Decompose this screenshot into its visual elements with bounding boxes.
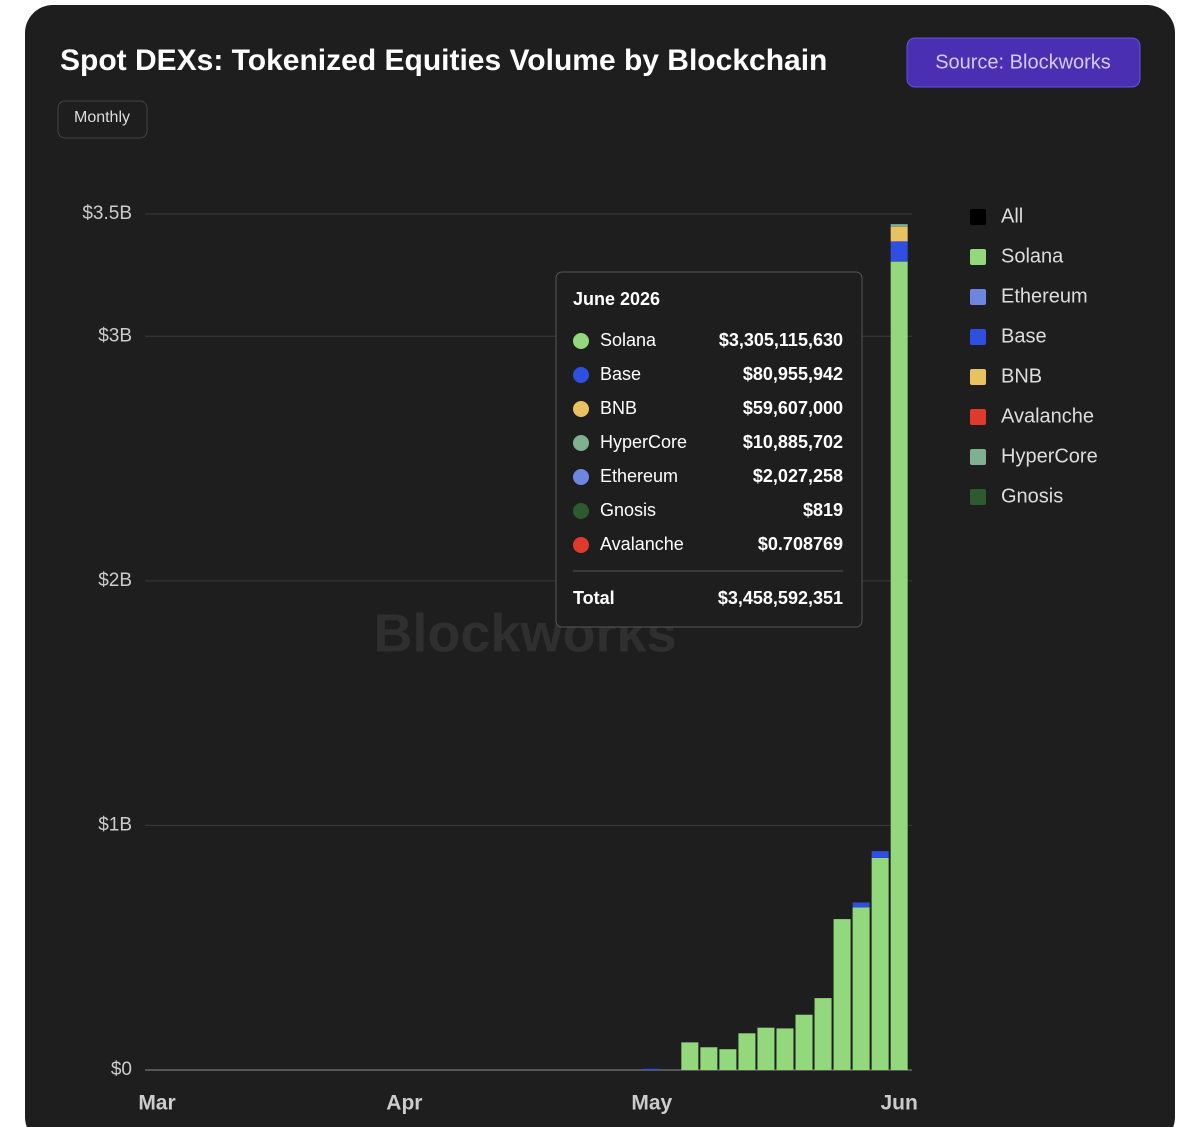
tooltip-series-name: Ethereum [600,466,678,486]
bar-segment [643,1068,661,1070]
y-tick-label: $2B [98,570,132,591]
tooltip: June 2026 Total $3,458,592,351 Solana $3,… [555,271,863,628]
legend-swatch [970,249,986,265]
bar-segment [681,1042,699,1070]
bar-segment [776,1028,794,1070]
legend-swatch [970,329,986,345]
x-tick-label: Apr [386,1092,422,1115]
source-button-label[interactable]: Source: Blockworks [935,51,1111,73]
bar-segment [871,857,889,1070]
y-tick-label: $3B [98,325,132,346]
bar-segment [890,261,908,1070]
plot: $0 $1B $2B $3B $3.5B Mar Apr May Jun [82,203,917,1115]
legend-label: Gnosis [1001,485,1063,507]
bar-segment [795,1014,813,1070]
interval-button-label[interactable]: Monthly [74,109,130,126]
legend-label: BNB [1001,365,1042,387]
bar-segment [852,907,870,1070]
bar-segment [890,226,908,242]
tooltip-series-value: $2,027,258 [753,466,843,486]
bar-segment [890,241,908,262]
bar-segment [700,1047,718,1070]
bar-segment [719,1049,737,1070]
tooltip-series-value: $80,955,942 [743,364,843,384]
tooltip-series-name: Base [600,364,641,384]
tooltip-total-value: $3,458,592,351 [718,588,843,608]
tooltip-series-name: Solana [600,330,657,350]
y-tick-label: $0 [111,1059,132,1080]
tooltip-dot [573,503,589,519]
legend-label: Base [1001,325,1047,347]
legend-label: Ethereum [1001,285,1088,307]
bar-segment [814,998,832,1070]
tooltip-dot [573,367,589,383]
x-tick-label: May [631,1092,672,1115]
legend-swatch [970,489,986,505]
legend-swatch [970,369,986,385]
tooltip-dot [573,435,589,451]
bar-segment [890,224,908,227]
legend: All Solana Ethereum Base BNB Avalanche HyperCo… [970,205,1098,507]
bar-segment [757,1027,775,1070]
tooltip-title: June 2026 [573,289,660,309]
legend-swatch [970,209,986,225]
legend-label: Avalanche [1001,405,1094,427]
tooltip-series-name: Avalanche [600,534,684,554]
tooltip-box [555,271,863,628]
tooltip-series-value: $3,305,115,630 [719,330,843,350]
tooltip-dot [573,401,589,417]
legend-label: All [1001,205,1023,227]
tooltip-dot [573,537,589,553]
legend-label: HyperCore [1001,445,1098,467]
bar-segment [833,919,851,1070]
interval-button[interactable] [57,100,148,139]
legend-swatch [970,289,986,305]
bar-segment [738,1033,756,1070]
legend-swatch [970,409,986,425]
tooltip-series-value: $10,885,702 [743,432,843,452]
bar-segment [871,851,889,858]
x-tick-label: Mar [138,1092,175,1115]
legend-swatch [970,449,986,465]
tooltip-series-name: HyperCore [600,432,687,452]
tooltip-series-name: BNB [600,398,637,418]
bar-segment [852,902,870,908]
tooltip-dot [573,469,589,485]
y-tick-label: $1B [98,814,132,835]
tooltip-series-value: $0.708769 [758,534,843,554]
chart-title: Spot DEXs: Tokenized Equities Volume by … [60,44,827,77]
legend-label: Solana [1001,245,1064,267]
tooltip-dot [573,333,589,349]
tooltip-series-name: Gnosis [600,500,656,520]
y-tick-label: $3.5B [82,203,132,224]
tooltip-total-name: Total [573,588,615,608]
tooltip-series-value: $819 [803,500,843,520]
tooltip-series-value: $59,607,000 [743,398,843,418]
source-button[interactable] [906,37,1141,88]
x-tick-label: Jun [880,1092,917,1115]
